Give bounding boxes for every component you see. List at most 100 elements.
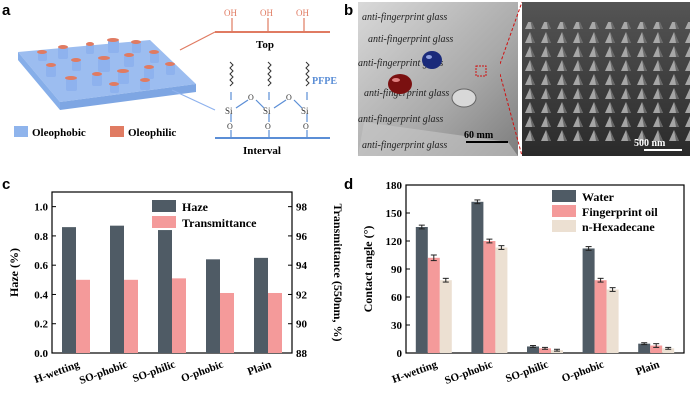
legend-swatch-oleophilic [110,126,124,137]
bar-water [471,201,484,353]
legend-label: Water [582,190,615,204]
glass-text: anti-fingerprint glass [362,12,447,23]
bar-fingerprint-oil [483,241,496,353]
legend-swatch [552,205,576,217]
bar-n-hexadecane [606,289,619,353]
y2-axis-label: Transmittance (550nm, %) [331,203,345,341]
bar-transmittance [124,279,138,353]
glass-photo: anti-fingerprint glass anti-fingerprint … [358,2,518,156]
pillar-array [37,38,175,93]
legend-label: Transmittance [182,216,257,230]
glass-text: anti-fingerprint glass [368,34,453,45]
bar-fingerprint-oil [650,345,663,353]
bar-water [527,346,539,353]
y-tick-label: 150 [386,208,403,220]
legend-label: Fingerprint oil [582,205,658,219]
bar-n-hexadecane [439,280,452,353]
oh-label: OH [296,8,309,18]
x-tick-label: H-wetting [33,358,82,386]
panel-label-a: a [2,2,11,19]
y-axis-label: Contact angle (°) [361,226,375,313]
legend-label-oleophobic: Oleophobic [32,127,86,139]
bar-water [582,248,595,353]
legend-swatch-oleophobic [14,126,28,137]
blue-droplet [422,51,442,69]
x-tick-label: SO-philic [131,359,177,386]
legend-swatch [152,200,176,212]
bar-transmittance [172,278,186,353]
y-tick-label: 60 [391,292,403,304]
pfpe-label: PFPE [312,76,337,87]
panel-label-c: c [2,176,11,193]
y2-tick-label: 88 [296,348,308,360]
bar-haze [254,257,268,353]
y-tick-label: 0.0 [34,348,48,360]
legend-label-oleophilic: Oleophilic [128,127,176,139]
legend-label: Haze [182,200,209,214]
red-droplet [388,74,412,94]
x-tick-label: Plain [246,359,273,379]
x-tick-label: Plain [634,359,661,379]
x-tick-label: SO-phobic [443,359,494,387]
y-tick-label: 30 [391,320,403,332]
y2-tick-label: 98 [296,202,308,214]
top-label: Top [256,39,274,51]
svg-text:O: O [248,93,254,102]
legend-swatch [152,216,176,228]
y-tick-label: 90 [391,264,403,276]
glass-text: anti-fingerprint glass [358,58,443,69]
bar-fingerprint-oil [539,348,551,353]
bar-water [638,343,651,353]
contact-angle-chart: H-wetting SO-phobic SO-philic O-phobic Plain… [361,180,685,387]
bar-fingerprint-oil [427,257,440,353]
svg-text:O: O [303,122,309,131]
bar-transmittance [268,292,282,353]
bar-n-hexadecane [495,247,508,353]
y-tick-label: 1.0 [34,202,48,214]
zoom-lines [500,1,523,157]
svg-text:O: O [227,122,233,131]
x-tick-label: H-wetting [391,358,440,386]
x-tick-label: O-phobic [560,359,606,385]
scale-bar-label: 60 mm [464,130,494,141]
oh-label: OH [224,8,237,18]
glass-text: anti-fingerprint glass [362,140,447,151]
svg-text:O: O [286,93,292,102]
bar-transmittance [220,292,234,353]
legend-swatch [552,220,576,232]
legend-label: n-Hexadecane [582,220,655,234]
y-tick-label: 0 [397,348,403,360]
sem-image: 500 nm [522,2,690,156]
glass-text: anti-fingerprint glass [358,114,443,125]
bar-fingerprint-oil [594,280,607,353]
sem-scale-bar-label: 500 nm [634,138,666,149]
bar-transmittance [76,279,90,353]
clear-droplet [451,88,477,108]
x-tick-label: SO-phobic [78,359,129,387]
legend-swatch [552,190,576,202]
bar-haze [206,259,220,353]
bar-n-hexadecane [662,348,675,353]
y-tick-label: 0.2 [34,319,48,331]
schematic-diagram: OH OH OH Top PFPE Si Si Si O O O O O Int… [14,8,337,157]
y-axis-label: Haze (%) [7,248,21,297]
y2-tick-label: 92 [296,289,308,301]
y-tick-label: 0.8 [34,231,48,243]
y2-tick-label: 96 [296,231,308,243]
panel-label-b: b [344,2,354,19]
y-tick-label: 0.4 [34,289,48,301]
bar-haze [62,227,76,353]
svg-text:Si: Si [263,106,271,116]
x-tick-label: O-phobic [180,359,226,385]
bar-haze [158,230,172,353]
y-tick-label: 0.6 [34,260,48,272]
svg-text:O: O [265,122,271,131]
interval-label: Interval [243,145,281,157]
bar-water [415,227,428,353]
svg-text:Si: Si [301,106,309,116]
glass-text: anti-fingerprint glass [364,88,449,99]
y2-tick-label: 90 [296,319,308,331]
svg-text:Si: Si [225,106,233,116]
oh-label: OH [260,8,273,18]
